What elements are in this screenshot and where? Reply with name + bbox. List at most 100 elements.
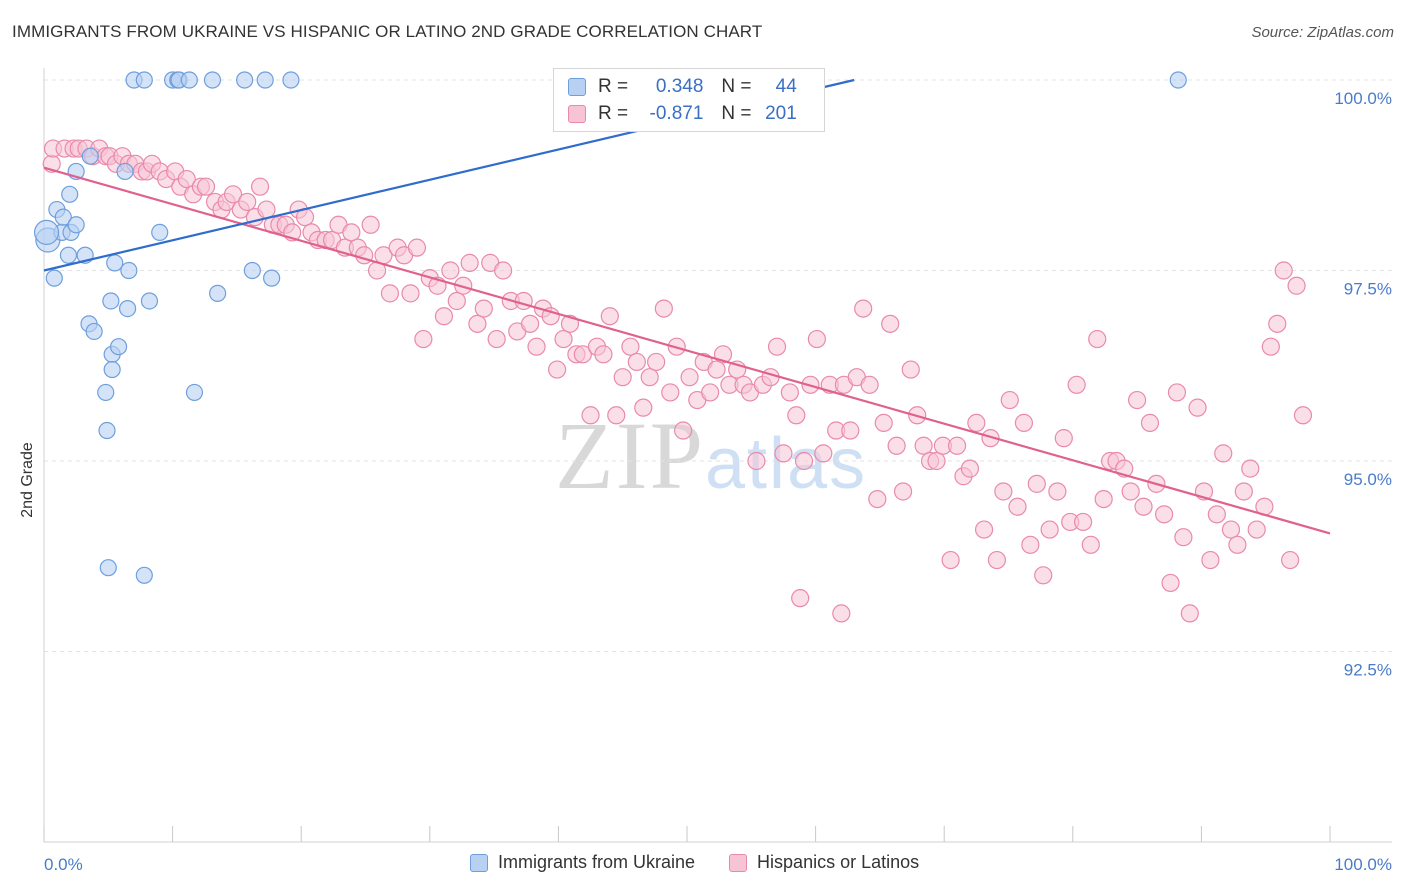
- point-hispanics: [1014, 413, 1034, 432]
- point-hispanics: [1081, 535, 1100, 554]
- point-hispanics: [674, 421, 693, 440]
- series-hispanics-points: [42, 139, 1313, 623]
- point-hispanics: [1088, 329, 1107, 349]
- point-ukraine: [118, 300, 137, 318]
- point-hispanics: [1228, 535, 1247, 554]
- point-hispanics: [401, 284, 420, 303]
- point-hispanics: [941, 550, 960, 570]
- tick-labels: 92.5% 95.0% 97.5% 100.0% 0.0% 100.0%: [44, 89, 1392, 874]
- point-ukraine: [256, 71, 274, 89]
- legend-label-ukraine: Immigrants from Ukraine: [498, 852, 696, 872]
- blue-r-value: 0.348: [655, 76, 704, 97]
- point-hispanics: [474, 299, 493, 318]
- legend-swatch-hispanics: [729, 853, 748, 872]
- point-hispanics: [573, 345, 592, 364]
- point-hispanics: [514, 291, 533, 311]
- point-hispanics: [1287, 276, 1306, 295]
- point-hispanics: [1155, 505, 1174, 524]
- point-hispanics: [774, 444, 793, 463]
- y-tick-label: 100.0%: [1334, 89, 1392, 108]
- point-hispanics: [554, 329, 573, 349]
- legend-label-hispanics: Hispanics or Latinos: [757, 852, 920, 872]
- point-hispanics: [1040, 520, 1059, 539]
- point-hispanics: [1027, 474, 1046, 493]
- point-ukraine: [140, 292, 159, 310]
- point-hispanics: [1188, 398, 1207, 417]
- legend-item-hispanics[interactable]: Hispanics or Latinos: [729, 852, 919, 873]
- point-hispanics: [1293, 406, 1313, 425]
- stats-row-pink: R = -0.871 N = 201: [568, 102, 797, 126]
- pink-n-label: N =: [721, 103, 752, 124]
- bottom-legend: Immigrants from Ukraine Hispanics or Lat…: [470, 852, 943, 873]
- point-hispanics: [560, 314, 580, 333]
- point-hispanics: [987, 550, 1007, 570]
- point-hispanics: [196, 177, 216, 196]
- point-hispanics: [1048, 482, 1067, 501]
- point-hispanics: [527, 337, 546, 356]
- watermark-zip: ZIP: [555, 402, 705, 509]
- y-tick-label: 97.5%: [1344, 280, 1392, 299]
- point-hispanics: [1073, 512, 1093, 532]
- point-ukraine: [135, 71, 153, 89]
- point-hispanics: [238, 192, 257, 212]
- point-hispanics: [860, 375, 879, 394]
- point-hispanics: [1274, 261, 1293, 280]
- point-ukraine: [209, 284, 227, 302]
- point-ukraine: [85, 322, 103, 341]
- pink-n-value: 201: [765, 103, 797, 124]
- point-hispanics: [434, 307, 454, 326]
- point-ukraine: [59, 246, 78, 264]
- point-hispanics: [250, 177, 270, 196]
- x-tick-label-min: 0.0%: [44, 855, 83, 874]
- y-tick-label: 92.5%: [1344, 661, 1392, 680]
- point-hispanics: [914, 436, 933, 455]
- point-ukraine: [103, 360, 121, 379]
- point-hispanics: [600, 307, 619, 326]
- point-hispanics: [1008, 497, 1027, 516]
- point-hispanics: [947, 436, 967, 455]
- point-hispanics: [1140, 413, 1160, 432]
- point-hispanics: [627, 352, 646, 372]
- point-ukraine: [116, 162, 134, 181]
- x-tick-label-max: 100.0%: [1334, 855, 1392, 874]
- point-hispanics: [680, 368, 699, 387]
- point-ukraine: [282, 71, 300, 89]
- point-hispanics: [960, 459, 980, 478]
- point-hispanics: [1167, 383, 1187, 402]
- point-hispanics: [1067, 375, 1086, 394]
- point-hispanics: [1054, 429, 1073, 448]
- point-ukraine: [102, 292, 120, 310]
- point-hispanics: [654, 299, 673, 318]
- point-hispanics: [994, 482, 1013, 501]
- point-hispanics: [1174, 528, 1193, 547]
- point-ukraine: [1169, 71, 1187, 89]
- point-ukraine: [99, 559, 117, 577]
- point-hispanics: [487, 329, 506, 349]
- point-ukraine: [151, 223, 169, 241]
- point-ukraine: [109, 338, 128, 356]
- y-tick-label: 95.0%: [1344, 470, 1392, 489]
- point-hispanics: [1180, 604, 1199, 623]
- point-hispanics: [1034, 566, 1053, 585]
- legend-item-ukraine[interactable]: Immigrants from Ukraine: [470, 852, 695, 873]
- point-hispanics: [791, 589, 810, 608]
- point-ukraine: [203, 71, 222, 89]
- point-hispanics: [1121, 482, 1140, 501]
- point-hispanics: [832, 604, 851, 623]
- point-hispanics: [494, 261, 513, 280]
- point-hispanics: [1234, 482, 1253, 501]
- point-hispanics: [361, 215, 380, 234]
- point-hispanics: [794, 451, 814, 471]
- pink-r-value: -0.871: [649, 103, 704, 124]
- point-ukraine: [120, 261, 138, 280]
- point-hispanics: [780, 383, 799, 402]
- legend-swatch-ukraine: [470, 853, 488, 872]
- point-hispanics: [1207, 505, 1226, 524]
- point-hispanics: [1161, 573, 1180, 593]
- point-hispanics: [1214, 444, 1233, 463]
- point-hispanics: [521, 314, 540, 333]
- point-hispanics: [1221, 520, 1241, 539]
- point-hispanics: [661, 383, 680, 402]
- pink-swatch: [568, 105, 586, 123]
- blue-n-label: N =: [721, 76, 752, 97]
